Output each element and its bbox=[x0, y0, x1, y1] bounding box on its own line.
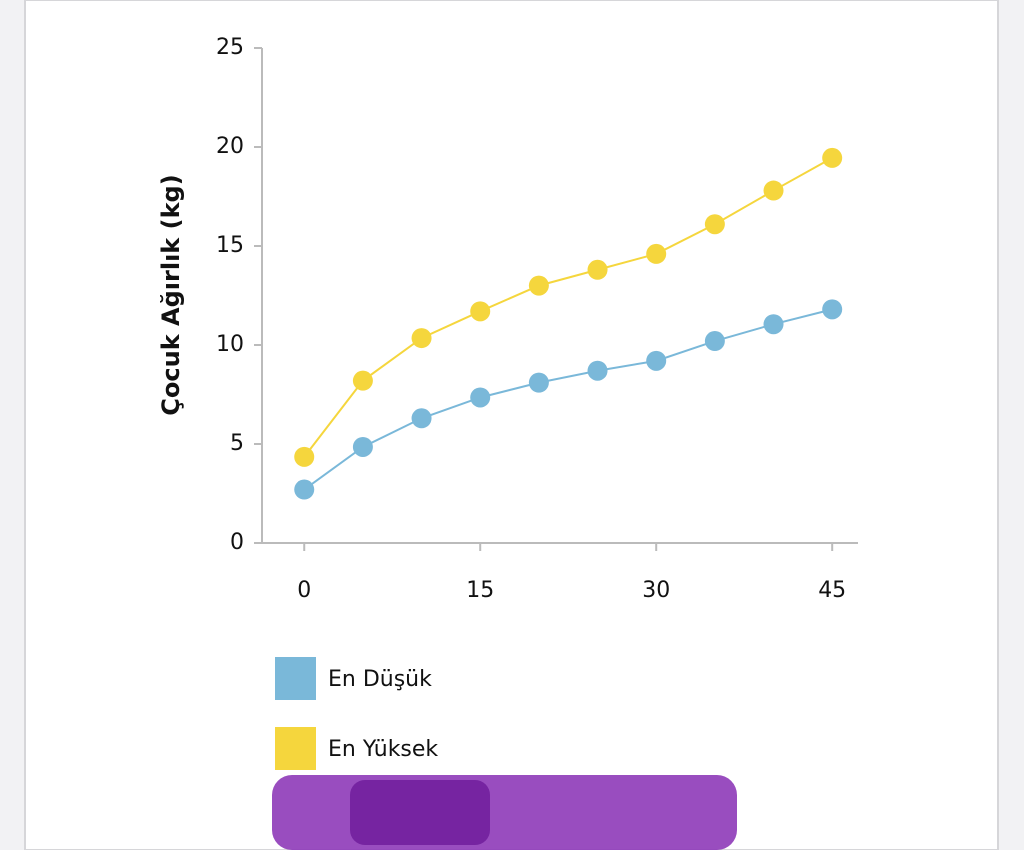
data-point bbox=[646, 243, 667, 264]
series-line bbox=[303, 157, 833, 458]
x-tick-label: 45 bbox=[818, 578, 846, 603]
data-point bbox=[470, 301, 491, 322]
legend-label: En Yüksek bbox=[328, 737, 438, 762]
data-point bbox=[763, 314, 784, 335]
redaction-smudge bbox=[350, 780, 490, 845]
data-point bbox=[822, 299, 843, 320]
redaction-smudge bbox=[272, 775, 737, 850]
y-tick-label: 5 bbox=[230, 431, 244, 456]
y-tick-label: 25 bbox=[216, 35, 244, 60]
y-tick-label: 20 bbox=[216, 134, 244, 159]
data-point bbox=[528, 275, 549, 296]
y-tick-label: 15 bbox=[216, 233, 244, 258]
data-point bbox=[822, 147, 843, 168]
redaction bbox=[272, 775, 737, 850]
data-point bbox=[352, 436, 373, 457]
data-point bbox=[294, 479, 315, 500]
data-point bbox=[763, 180, 784, 201]
legend-swatch bbox=[275, 727, 316, 770]
data-point bbox=[704, 331, 725, 352]
legend-label: En Düşük bbox=[328, 667, 432, 692]
series-line bbox=[303, 308, 833, 491]
data-point bbox=[352, 370, 373, 391]
data-point bbox=[528, 372, 549, 393]
data-point bbox=[704, 214, 725, 235]
data-point bbox=[646, 350, 667, 371]
data-point bbox=[587, 259, 608, 280]
x-tick-label: 30 bbox=[642, 578, 670, 603]
y-axis-title: Çocuk Ağırlık (kg) bbox=[157, 174, 185, 415]
data-point bbox=[294, 446, 315, 467]
x-tick-label: 0 bbox=[297, 578, 311, 603]
data-point bbox=[470, 387, 491, 408]
data-point bbox=[411, 408, 432, 429]
legend-swatch bbox=[275, 657, 316, 700]
data-point bbox=[411, 328, 432, 349]
card bbox=[24, 0, 999, 850]
y-tick-label: 0 bbox=[230, 530, 244, 555]
data-point bbox=[587, 360, 608, 381]
x-tick-label: 15 bbox=[466, 578, 494, 603]
y-tick-label: 10 bbox=[216, 332, 244, 357]
